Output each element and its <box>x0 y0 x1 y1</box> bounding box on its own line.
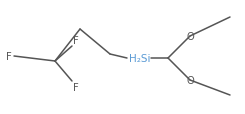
Text: O: O <box>186 75 194 85</box>
Text: O: O <box>186 32 194 42</box>
Text: F: F <box>73 36 79 46</box>
Text: H₂Si: H₂Si <box>129 54 151 63</box>
Text: F: F <box>6 52 12 61</box>
Text: F: F <box>73 82 79 92</box>
